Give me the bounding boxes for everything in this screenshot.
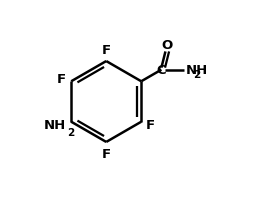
Text: 2: 2 [193, 70, 200, 80]
Text: O: O [162, 39, 173, 52]
Text: F: F [102, 44, 111, 57]
Text: F: F [102, 147, 111, 160]
Text: NH: NH [186, 64, 208, 77]
Text: F: F [57, 73, 66, 85]
Text: 2: 2 [67, 127, 75, 137]
Text: C: C [157, 64, 166, 77]
Text: F: F [146, 119, 155, 131]
Text: NH: NH [44, 119, 66, 131]
